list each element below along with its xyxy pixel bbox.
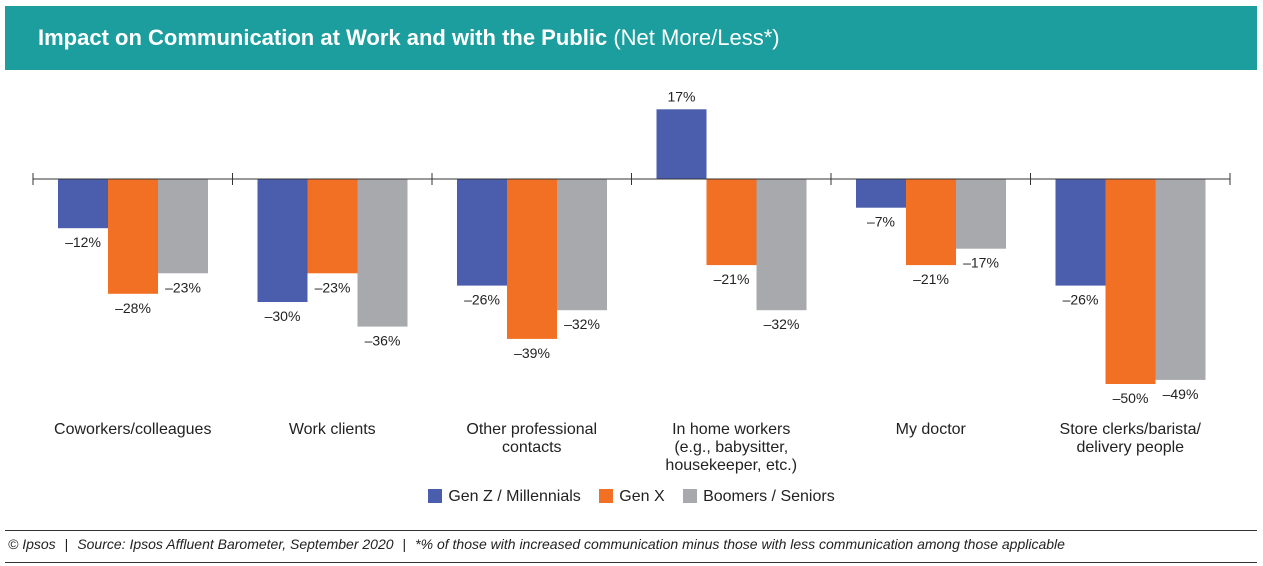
title-bar: Impact on Communication at Work and with… — [5, 6, 1257, 70]
category-label-2: Other professional contacts — [466, 421, 597, 456]
data-label-1-0: –28% — [115, 300, 151, 316]
footer-note: *% of those with increased communication… — [415, 536, 1065, 552]
category-label-0: Coworkers/colleagues — [54, 421, 211, 438]
data-label-1-3: –21% — [714, 271, 750, 287]
data-label-0-1: –30% — [265, 308, 301, 324]
legend-label-gen-x: Gen X — [619, 488, 665, 505]
footer: © Ipsos | Source: Ipsos Affluent Barometer… — [8, 536, 1065, 552]
data-label-1-1: –23% — [315, 279, 351, 295]
bar-2-3 — [756, 179, 807, 311]
data-label-2-5: –49% — [1163, 386, 1199, 402]
data-label-2-3: –32% — [764, 316, 800, 332]
bar-1-1 — [307, 179, 358, 274]
footer-separator: | — [64, 536, 69, 552]
legend-item-boomers: Boomers / Seniors — [683, 488, 835, 506]
bar-1-2 — [507, 179, 557, 339]
bar-1-3 — [706, 179, 757, 266]
bar-0-2 — [457, 179, 507, 286]
footer-separator: | — [402, 536, 407, 552]
category-label-5: Store clerks/barista/delivery people — [1060, 421, 1202, 456]
footer-divider-top — [5, 530, 1257, 531]
bar-1-0 — [108, 179, 158, 294]
data-label-2-2: –32% — [564, 316, 600, 332]
bar-0-4 — [856, 179, 906, 208]
data-label-2-4: –17% — [963, 255, 999, 271]
chart-title-subtitle: (Net More/Less*) — [613, 25, 780, 50]
data-label-2-0: –23% — [165, 279, 201, 295]
bar-0-5 — [1055, 179, 1106, 286]
bar-2-1 — [357, 179, 408, 327]
footer-copyright: © Ipsos — [8, 536, 56, 552]
chart-title-main: Impact on Communication at Work and with… — [38, 25, 608, 50]
bar-1-4 — [906, 179, 956, 266]
data-label-0-0: –12% — [65, 234, 101, 250]
legend-swatch-gen-x — [599, 489, 614, 503]
bar-0-1 — [257, 179, 308, 302]
legend-swatch-gen-z — [428, 489, 443, 503]
bar-0-0 — [58, 179, 108, 229]
legend-item-gen-x: Gen X — [599, 488, 665, 506]
data-label-0-3: 17% — [667, 88, 695, 104]
legend-label-gen-z: Gen Z / Millennials — [448, 488, 581, 505]
category-label-1: Work clients — [289, 421, 376, 438]
chart-title: Impact on Communication at Work and with… — [38, 6, 780, 70]
data-label-1-5: –50% — [1113, 390, 1149, 406]
data-label-0-2: –26% — [464, 292, 500, 308]
bar-1-5 — [1105, 179, 1156, 384]
data-label-0-5: –26% — [1063, 292, 1099, 308]
footer-source: Source: Ipsos Affluent Barometer, Septem… — [77, 536, 394, 552]
data-label-1-4: –21% — [913, 271, 949, 287]
bar-0-3 — [656, 109, 707, 179]
data-label-0-4: –7% — [867, 214, 895, 230]
category-label-3: In home workers (e.g., babysitter, houseke… — [665, 421, 797, 474]
legend-item-gen-z: Gen Z / Millennials — [428, 488, 581, 506]
data-label-1-2: –39% — [514, 345, 550, 361]
bar-2-0 — [158, 179, 208, 274]
data-label-2-1: –36% — [365, 333, 401, 349]
bar-2-5 — [1155, 179, 1206, 380]
category-label-4: My doctor — [896, 421, 967, 438]
footer-divider-bottom — [5, 562, 1257, 563]
legend-swatch-boomers — [683, 489, 698, 503]
bar-2-4 — [956, 179, 1006, 249]
bar-chart: –12% –30% –26% 17% –7% –26% –28% –23% –39% –21% –2… — [32, 88, 1231, 474]
bar-2-2 — [557, 179, 607, 311]
legend-label-boomers: Boomers / Seniors — [703, 488, 835, 505]
legend: Gen Z / Millennials Gen X Boomers / Seni… — [0, 488, 1263, 506]
